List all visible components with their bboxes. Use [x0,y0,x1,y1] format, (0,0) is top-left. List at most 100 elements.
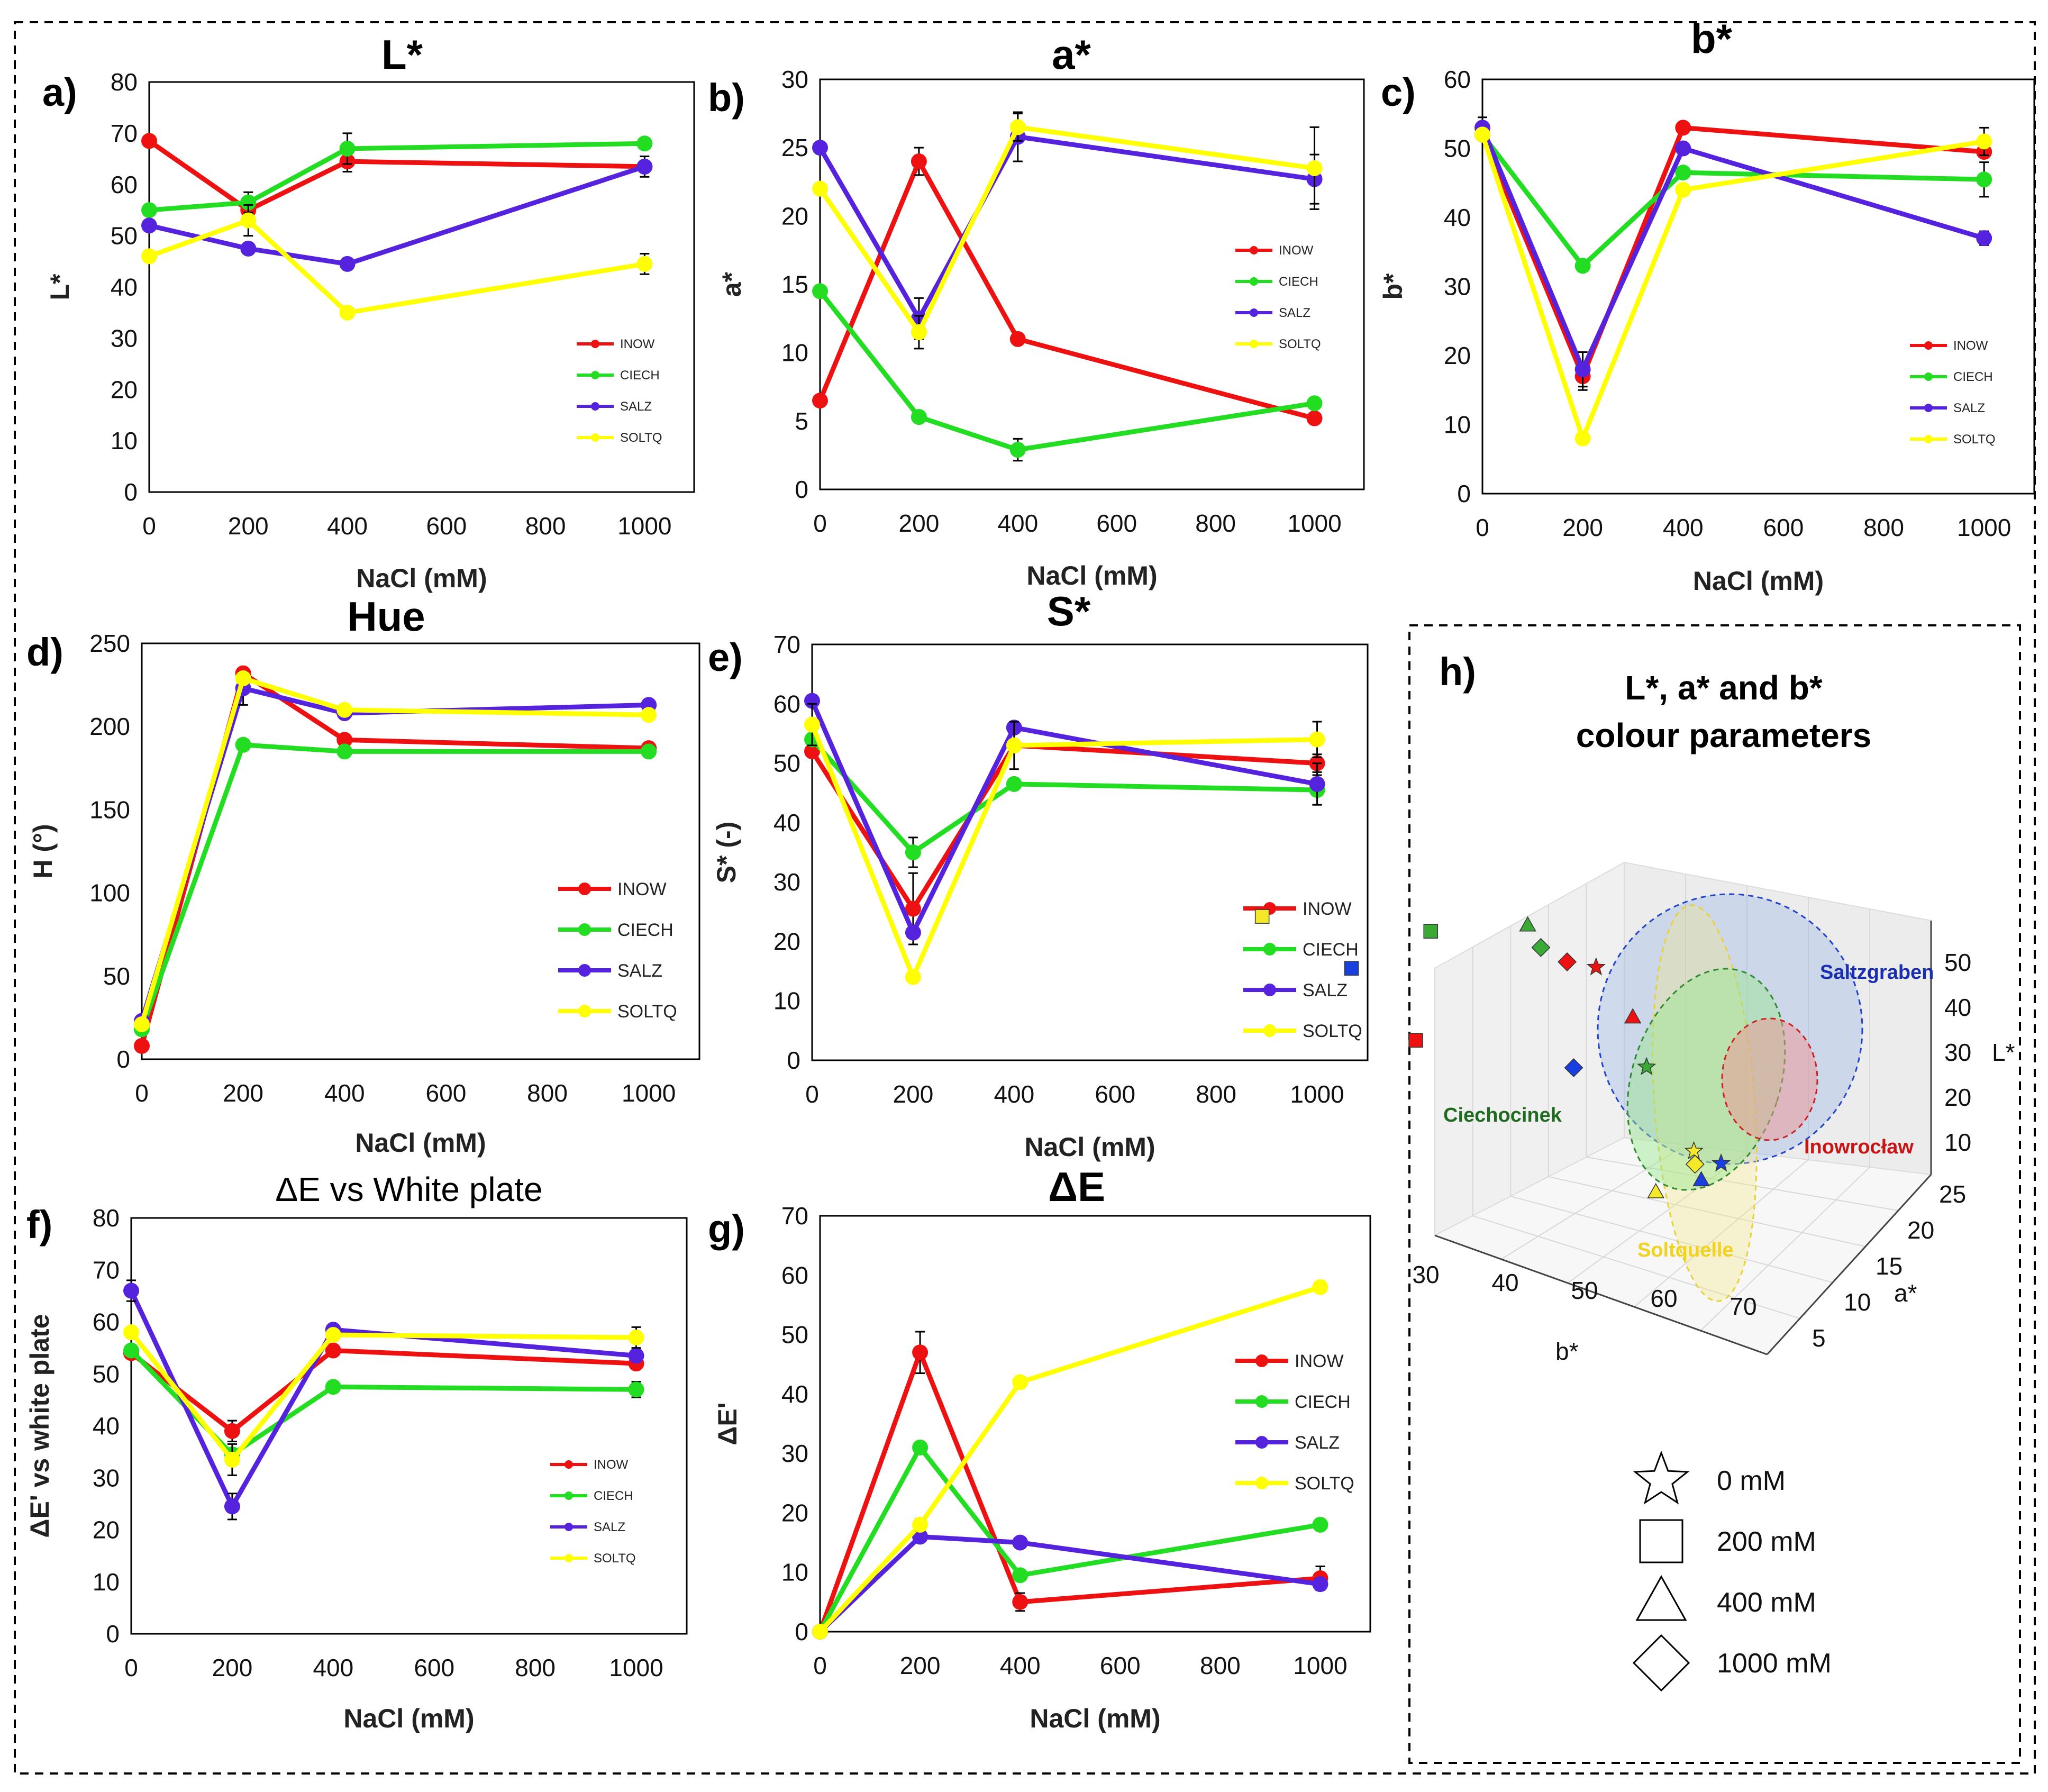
x-tick-label: 800 [1195,510,1236,537]
data-point-salz [1675,140,1691,157]
legend-marker-ciech [1263,943,1276,956]
legend-marker-ciech [591,371,599,379]
panel-h-title-line2: colour parameters [1576,716,1871,754]
x-tick-label: 0 [805,1080,819,1108]
series-line-inow [1480,125,1985,379]
data-point-soltq [1306,160,1323,176]
panel-letter-c: c) [1381,70,1416,114]
y-tick-label: 20 [773,927,800,955]
panel-g: g) ΔE 0 10 20 30 40 50 60 70 0 200 400 600 800 1000 NaCl… [708,1163,1371,1733]
data-point-soltq [1009,119,1026,135]
legend-shape-label: 200 mM [1717,1526,1816,1557]
y-tick-label: 0 [124,478,138,506]
y-tick-label: 70 [781,1202,808,1230]
panel-title-a: L* [381,31,423,78]
grid-line [1548,1176,1866,1247]
plot-frame-e [811,643,1369,1061]
data-point-salz [912,1529,929,1545]
grid-line [1634,1159,1809,1307]
y-tick-label: 40 [111,274,138,301]
x-tick-label: 200 [228,512,269,540]
y-tick-label: 25 [781,134,808,161]
legend-shape-square [1639,1519,1683,1563]
data-point-salz [812,140,828,156]
y-tick-label: 10 [781,1559,808,1586]
y-axis-label: ΔE' [713,1402,742,1445]
x-axis-label: NaCl (mM) [355,1128,486,1158]
y-tick-label: 0 [787,1047,800,1074]
legend-marker-soltq [1263,1024,1276,1037]
grid-line [1510,1196,1833,1283]
y-tick-label: 50 [103,962,130,990]
x-axis-label: NaCl (mM) [1030,1704,1160,1733]
data-point-ciech [240,194,257,211]
y-tick-label: 10 [781,339,808,367]
data-point-soltq [235,670,251,687]
panel-letter-f: f) [26,1203,52,1247]
scatter-point-ciech [1423,924,1438,939]
data-point-inow [134,1038,150,1054]
L-tick-label: 30 [1944,1039,1971,1066]
legend-label-ciech: CIECH [1279,275,1318,289]
legend-label-ciech: CIECH [594,1489,633,1503]
legend-label-inow: INOW [1295,1351,1344,1371]
y-tick-label: 10 [1444,411,1471,439]
data-point-inow [911,153,927,169]
data-point-salz [141,217,157,234]
data-point-inow [1009,331,1026,347]
legend-marker-ciech [578,923,591,936]
y-tick-label: 5 [795,407,808,435]
series-line-soltq [818,1285,1321,1634]
x-tick-label: 200 [212,1654,253,1681]
plot-frame-f [130,1217,688,1635]
x-tick-label: 600 [426,512,467,540]
y-tick-label: 15 [781,271,808,298]
cluster-label-ciech: Ciechocinek [1443,1104,1562,1126]
y-tick-label: 30 [781,1440,808,1467]
scatter-point-inow [1586,957,1606,976]
y-tick-label: 10 [111,427,138,454]
x-tick-label: 400 [994,1080,1034,1108]
x-tick-label: 0 [135,1079,149,1107]
data-point-inow [1675,120,1691,136]
y-axis-label: L* [45,274,75,301]
data-point-ciech [1675,165,1691,181]
b-tick-label: 30 [1412,1261,1439,1288]
x-tick-label: 600 [1763,514,1804,541]
series-line-ciech [129,1349,636,1457]
data-point-soltq [1574,430,1591,447]
legend-marker-inow [1255,1354,1268,1367]
y-tick-label: 80 [93,1204,120,1232]
x-tick-label: 800 [527,1079,568,1107]
series-line-inow [817,159,1315,421]
x-tick-label: 0 [813,510,827,537]
x-tick-label: 1000 [622,1079,676,1107]
x-tick-label: 400 [1000,1652,1041,1679]
data-point-ciech [339,140,356,157]
panel-title-d: Hue [347,593,425,640]
grid-line [1472,1215,1800,1319]
data-point-ciech [911,409,927,425]
legend-label-ciech: CIECH [1295,1392,1351,1412]
b-axis-line [1434,1234,1768,1356]
x-tick-label: 800 [1200,1652,1241,1679]
legend-shape-triangle [1635,1575,1687,1621]
data-point-soltq [1309,731,1325,748]
x-axis-label: NaCl (mM) [356,563,487,593]
L-tick-label: 50 [1944,949,1971,976]
legend-marker-soltq [565,1554,573,1562]
legend-label-salz: SALZ [620,399,652,414]
x-tick-label: 200 [893,1080,934,1108]
y-tick-label: 60 [781,1261,808,1289]
data-point-salz [804,693,820,709]
legend-label-inow: INOW [1303,899,1352,919]
L-axis-label: L* [1992,1039,2015,1066]
b-tick-label: 40 [1491,1269,1518,1296]
series-line-inow [130,1348,636,1434]
legend-label-soltq: SOLTQ [1303,1021,1362,1041]
y-tick-label: 50 [781,1321,808,1349]
